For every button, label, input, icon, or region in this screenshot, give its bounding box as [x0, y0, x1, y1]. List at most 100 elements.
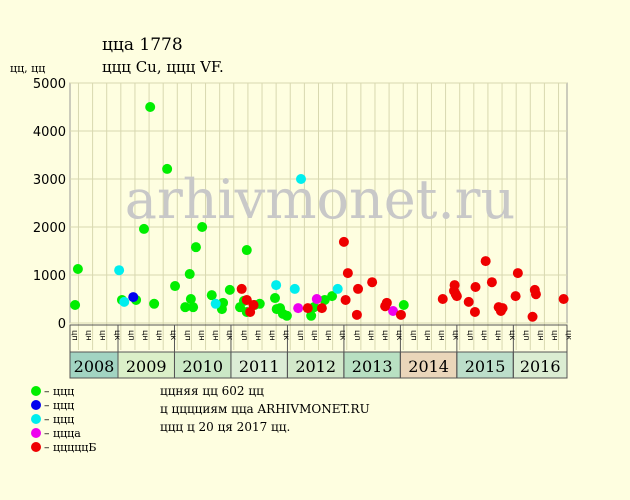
point [70, 300, 81, 310]
period-label: цн [367, 330, 376, 341]
period-label: цн [99, 330, 108, 341]
point [145, 102, 156, 112]
y-tick-label: 1000 [33, 269, 66, 284]
period-label: цп [522, 330, 531, 341]
point [510, 291, 521, 302]
point [149, 298, 160, 309]
point [138, 223, 149, 234]
period-label: цн [155, 330, 164, 341]
period-label: цк [282, 330, 291, 340]
watermark: arhivmonet.ru [125, 168, 515, 231]
x-category-label: 2016 [520, 357, 561, 376]
legend-marker [31, 400, 41, 410]
period-label: цп [353, 330, 362, 341]
chart-subtitle: ццц Cu, ццц VF. [102, 58, 224, 76]
period-label: цп [296, 330, 305, 341]
note: ццц ц 20 ця 2017 цц. [160, 420, 290, 434]
y-tick-label: 2000 [33, 221, 66, 236]
point [338, 236, 349, 247]
period-label: цк [452, 330, 461, 340]
point [188, 302, 199, 313]
legend-marker [31, 442, 41, 452]
year-band [230, 351, 288, 379]
point [381, 297, 392, 308]
chart-title: цца 1778 [102, 35, 183, 55]
x-category-label: 2009 [126, 357, 167, 376]
period-label: цн [550, 330, 559, 341]
period-label: цк [226, 330, 235, 340]
x-category-label: 2015 [465, 357, 506, 376]
y-axis-label: цц, цц [10, 62, 45, 75]
y-tick-label: 0 [58, 317, 66, 332]
point [497, 303, 508, 314]
point [486, 277, 497, 288]
legend-label: – ццц [44, 413, 74, 426]
legend-label: – ццц [44, 399, 74, 412]
point [327, 291, 338, 302]
y-tick-label: 3000 [33, 173, 66, 188]
point [128, 292, 139, 303]
point [293, 303, 304, 314]
point [480, 256, 491, 267]
period-label: цп [70, 330, 79, 341]
point [119, 296, 130, 307]
period-label: цн [480, 330, 489, 341]
point [190, 242, 201, 253]
x-category-label: 2013 [352, 357, 393, 376]
period-row [69, 324, 568, 353]
point [319, 294, 330, 305]
period-label: цн [85, 330, 94, 341]
period-label: цк [113, 330, 122, 340]
note: ццняя цц 602 цц [160, 384, 264, 398]
point [342, 268, 353, 279]
point [206, 290, 217, 301]
point [210, 298, 221, 309]
period-label: цн [381, 330, 390, 341]
period-label: цп [466, 330, 475, 341]
point [197, 222, 208, 232]
point [224, 284, 235, 295]
point [316, 303, 327, 314]
period-label: цн [536, 330, 545, 341]
point [162, 163, 173, 174]
legend-marker [31, 386, 41, 396]
point [306, 310, 317, 321]
point [289, 283, 300, 294]
point [469, 306, 480, 317]
point [527, 311, 538, 322]
period-label: цк [339, 330, 348, 340]
period-label: цн [423, 330, 432, 341]
x-category-label: 2008 [74, 357, 115, 376]
point [332, 283, 343, 294]
point [184, 269, 195, 280]
legend-marker [31, 414, 41, 424]
period-label: цн [494, 330, 503, 341]
period-label: цк [395, 330, 404, 340]
point [470, 282, 481, 292]
legend-label: – цццццБ [44, 441, 96, 454]
point [295, 174, 306, 184]
period-label: цп [409, 330, 418, 341]
point [185, 294, 196, 304]
point [180, 302, 191, 313]
point [353, 283, 364, 294]
period-label: цн [325, 330, 334, 341]
point [271, 280, 282, 291]
point [218, 297, 229, 308]
period-label: цн [254, 330, 263, 341]
y-tick-label: 5000 [33, 77, 66, 92]
point [114, 265, 125, 276]
point [236, 283, 247, 294]
period-label: цн [438, 330, 447, 341]
period-label: цн [212, 330, 221, 341]
point [451, 291, 462, 302]
period-label: цп [183, 330, 192, 341]
point [530, 289, 541, 300]
y-tick-label: 4000 [33, 125, 66, 140]
period-label: цк [508, 330, 517, 340]
point [311, 294, 322, 304]
point [463, 296, 474, 307]
point [302, 303, 313, 314]
year-band [286, 351, 345, 379]
